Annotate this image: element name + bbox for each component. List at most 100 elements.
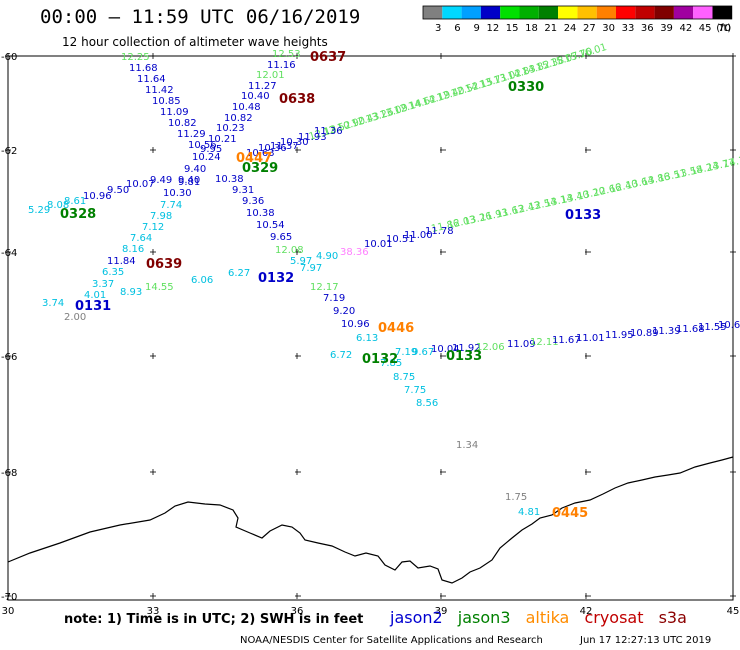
wave-height-label: 11.68 [676,324,705,335]
wave-height-label: 6.27 [228,268,250,279]
wave-height-label: 10.54 [256,220,285,231]
lat-label: -68 [1,468,17,479]
lat-label: -60 [1,52,17,63]
wave-height-label: 9.81 [178,177,200,188]
pass-id-label: 0447 [236,151,272,166]
legend-swatch [616,6,636,19]
wave-height-label: 10.38 [246,208,275,219]
wave-height-label: 9.67 [412,347,434,358]
satellite-cryosat: cryosat [584,608,644,627]
wave-height-label: 10.51 [386,234,415,245]
wave-height-label: 7.98 [150,211,172,222]
wave-height-label: 11.67 [552,335,581,346]
map-frame [7,55,734,601]
pass-id-label: 0446 [378,321,414,336]
wave-height-label: 6.35 [102,267,124,278]
wave-height-label: 38.36 [340,247,369,258]
lon-label: 42 [580,606,593,617]
wave-height-label: 11.39 [652,326,681,337]
wave-height-label: 9.49 [150,175,172,186]
wave-height-label: 7.19 [323,293,345,304]
wave-height-label: 3.37 [92,279,114,290]
legend-label: 3 [435,23,441,34]
wave-height-label: 12.53 [272,49,301,60]
legend-swatch [673,6,694,19]
wave-height-label: 5.97 [290,256,312,267]
wave-height-label: 10.96 [341,319,370,330]
legend-label: 33 [622,23,635,34]
wave-height-label: 9.65 [270,232,292,243]
pass-id-label: 0133 [446,349,482,364]
satellite-altika: altika [525,608,570,627]
wave-height-label: 11.93 [298,132,327,143]
wave-height-label: 9.95 [200,144,222,155]
legend-swatch [596,6,616,19]
wave-height-label: 8.08 [47,200,69,211]
pass-id-label: 0328 [60,207,96,222]
wave-height-label: 8.56 [416,398,438,409]
satellite-legend: jason2 jason3 altika cryosat s3a [390,608,697,627]
wave-height-label: 10.04 [431,344,460,355]
wave-height-label: 11.64 [137,74,166,85]
pass-id-label: 0445 [552,506,588,521]
wave-height-label: 11.16 [267,60,296,71]
wave-height-label: 10.24 [192,152,221,163]
pass-id-label: 0132 [362,352,398,367]
pass-id-label: 0637 [310,50,346,65]
wave-height-label: 2.00 [64,312,86,323]
wave-height-label: 10.07 [126,179,155,190]
legend-swatch [442,6,462,19]
wave-height-label: 9.36 [242,196,264,207]
wave-height-label: 10.01 [364,239,393,250]
lon-label: 36 [291,606,304,617]
wave-height-label: 7.19 [395,347,417,358]
legend-swatch [461,6,481,19]
legend-label: 42 [680,23,693,34]
wave-height-label: 9.31 [232,185,254,196]
legend-swatch [577,6,597,19]
lat-label: -70 [1,592,17,603]
legend-swatch [480,6,501,19]
satellite-s3a: s3a [658,608,687,627]
wave-height-label: 11.55 [698,322,727,333]
legend-swatch [538,6,559,19]
wave-height-label: 8.93 [120,287,142,298]
lon-label: 39 [435,606,448,617]
legend-label: 9 [474,23,480,34]
wave-height-label: 10.40 [241,91,270,102]
legend-label: 30 [602,23,615,34]
wave-height-label: 10.21 [208,134,237,145]
wave-height-label: 10.85 [152,96,181,107]
wave-height-label: 6.72 [330,350,352,361]
wave-height-label: 4.81 [518,507,540,518]
wave-height-label: 9.40 [178,175,200,186]
legend-label: 6 [454,23,460,34]
legend-swatch [519,6,539,19]
wave-height-label: 10.89 [630,328,659,339]
coastline [7,456,734,584]
wave-height-label: 14.55 [145,282,174,293]
wave-height-label: 12.25 [121,52,150,63]
lat-lon-grid: -60 -62 -64 -66 -68 -70 30 33 36 39 42 45 [1,52,739,617]
wave-height-label: 11.42 [145,85,174,96]
legend-swatch [423,6,443,19]
wave-height-label: 11.84 [107,256,136,267]
generation-timestamp: Jun 17 12:27:13 UTC 2019 [580,635,712,646]
legend-swatch [635,6,655,19]
satellite-jason3: jason3 [457,608,511,627]
pass-id-label: 0132 [258,271,294,286]
pass-id-label: 0131 [75,299,111,314]
wave-height-label: 7.64 [130,233,152,244]
wave-height-label: 11.01 [576,333,605,344]
legend-label: 45 [699,23,712,34]
wave-height-label: 9.20 [333,306,355,317]
lat-label: -62 [1,146,17,157]
wave-height-label: 11.00 [404,230,433,241]
wave-height-label: 10.48 [232,102,261,113]
credit-text: NOAA/NESDIS Center for Satellite Applica… [240,635,543,646]
wave-height-label: 11.78 [425,226,454,237]
track-labels-group: 12.1312.5210.9012.4313.2613.0912.1414.62… [308,42,740,235]
wave-height-label: 11.37 [270,141,299,152]
wave-height-label: 10.23 [216,123,245,134]
